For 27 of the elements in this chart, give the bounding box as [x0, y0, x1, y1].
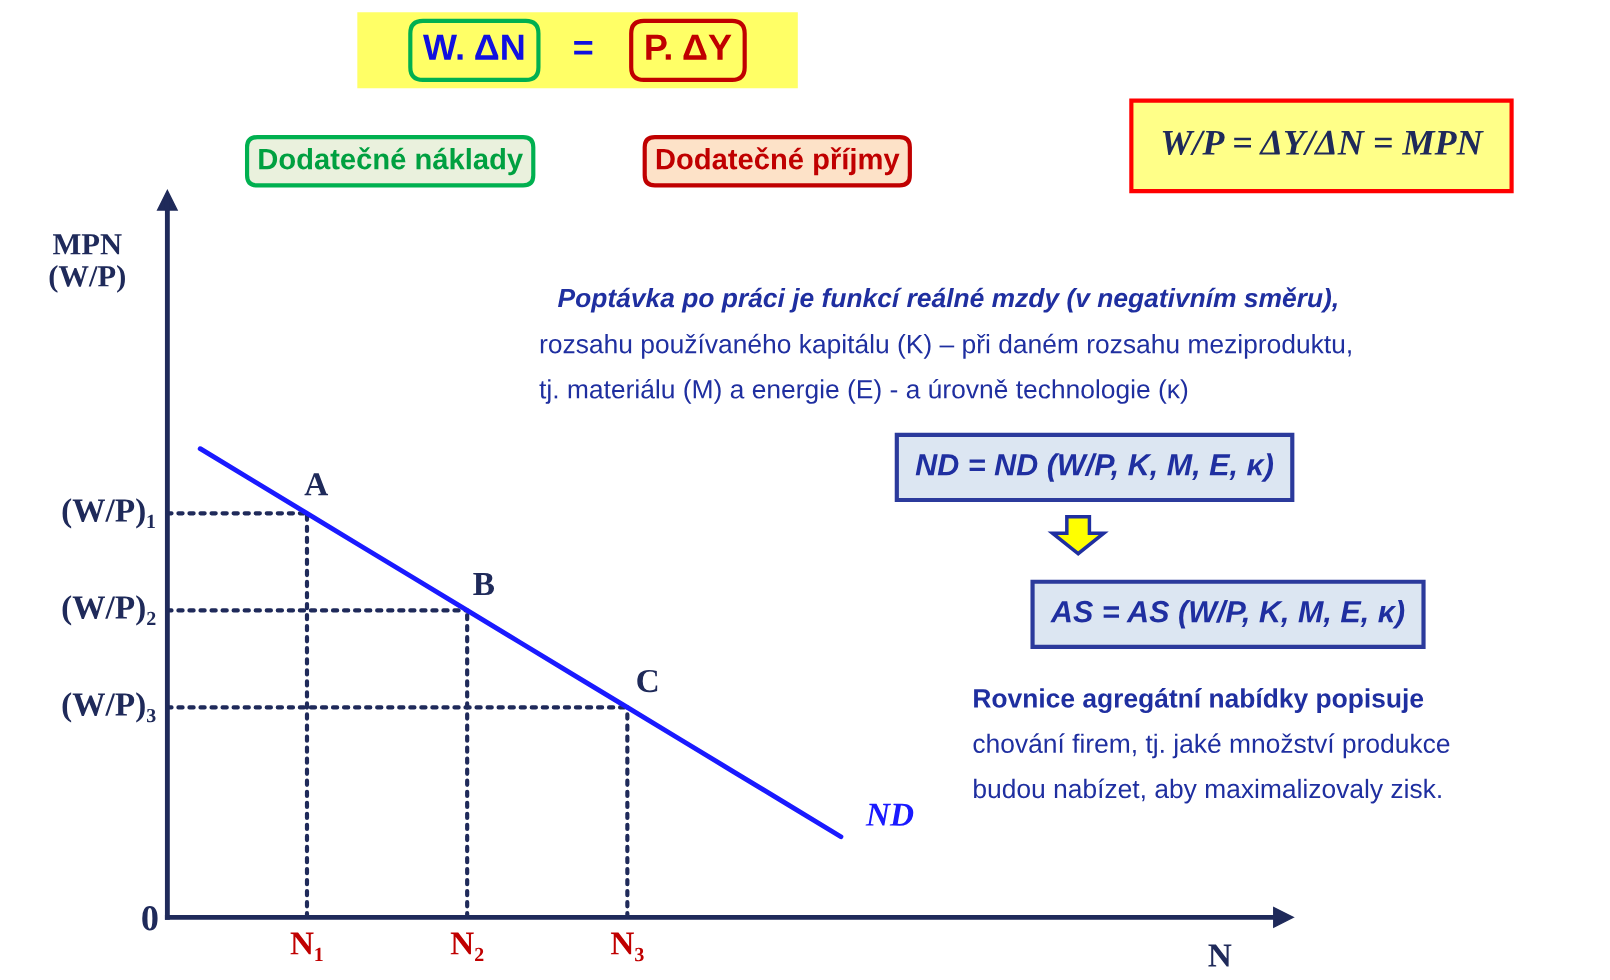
text: 0: [142, 906, 158, 931]
text: AS = AS (W/P, K, M, E, κ): [1050, 600, 1405, 629]
annotation: B: [473, 573, 495, 596]
text: Dodatečné náklady: [259, 147, 523, 176]
text: Rovnice agregátní nabídky popisuje: [974, 688, 1424, 714]
text: chování firem, tj. jaké množství produkce: [973, 733, 1450, 759]
text: tj. materiálu (M) a energie (E) - a úrovně technologie (κ): [539, 378, 1188, 404]
text: N: [1208, 944, 1232, 967]
text: ND = ND (W/P, K, M, E, κ): [915, 453, 1274, 482]
x-tick-label: N₂: [450, 932, 484, 962]
x-tick-label: N₁: [290, 932, 323, 962]
text: =: [574, 40, 593, 55]
ref-line-label: (W/P)₂: [62, 595, 156, 626]
text: Dodatečné příjmy: [656, 147, 900, 176]
text: budou nabízet, aby maximalizovaly zisk.: [974, 778, 1441, 804]
annotation: C: [637, 669, 658, 693]
ref-line-label: (W/P)₃: [62, 692, 156, 723]
ref-line-label: (W/P)₁: [62, 498, 155, 529]
text: P. ΔY: [646, 34, 732, 60]
text: W. ΔN: [422, 34, 524, 60]
text: rozsahu používaného kapitálu (K) – při daném rozsahu meziproduktu,: [540, 333, 1351, 359]
series-label: ND: [865, 803, 914, 826]
annotation: A: [304, 473, 329, 496]
text: Poptávka po práci je funkcí reálné mzdy (v negativním směru),: [558, 287, 1337, 313]
text: MPN (W/P): [49, 234, 125, 293]
text: W/P = ΔY/ΔN = MPN: [1162, 130, 1484, 156]
x-tick-label: N₃: [610, 932, 644, 962]
